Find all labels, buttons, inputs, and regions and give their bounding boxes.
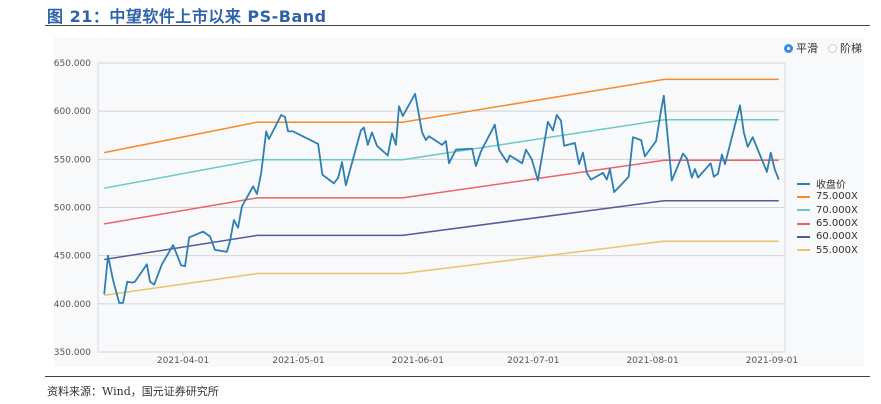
- legend-label: 收盘价: [816, 180, 846, 192]
- legend-swatch-icon: [797, 209, 810, 212]
- legend-label: 75.000X: [816, 191, 858, 203]
- y-tick-label: 350.000: [54, 348, 91, 358]
- legend-swatch-icon: [797, 235, 810, 238]
- legend-item[interactable]: 60.000X: [797, 230, 858, 243]
- bottom-divider: [45, 376, 870, 377]
- band-line-65000X: [104, 159, 779, 225]
- band-line-70000X: [104, 119, 779, 189]
- chart-legend: 收盘价 75.000X 70.000X 65.000X 60.000X 55.000X: [797, 177, 858, 257]
- x-tick-label: 2021-07-01: [507, 356, 559, 366]
- x-tick-label: 2021-06-01: [392, 356, 444, 366]
- top-divider: [45, 25, 870, 26]
- chart-title: 图 21：中望软件上市以来 PS-Band: [47, 7, 327, 26]
- radio-selected-icon: [784, 43, 793, 53]
- legend-swatch-icon: [797, 222, 810, 225]
- legend-item[interactable]: 70.000X: [797, 204, 858, 217]
- legend-label: 55.000X: [816, 244, 858, 256]
- legend-swatch-icon: [797, 195, 810, 198]
- legend-swatch-icon: [797, 182, 810, 185]
- step-label: 阶梯: [840, 42, 862, 55]
- y-tick-label: 450.000: [54, 252, 91, 262]
- x-tick-label: 2021-04-01: [157, 356, 209, 366]
- smooth-label: 平滑: [796, 42, 818, 55]
- x-tick-label: 2021-09-01: [746, 356, 798, 366]
- legend-label: 60.000X: [816, 231, 858, 243]
- band-line-60000X: [104, 200, 779, 261]
- legend-item[interactable]: 65.000X: [797, 217, 858, 230]
- y-tick-label: 400.000: [54, 300, 91, 310]
- chart-panel: [54, 37, 864, 367]
- x-tick-label: 2021-05-01: [272, 356, 324, 366]
- smooth-radio[interactable]: 平滑: [784, 40, 818, 56]
- y-tick-label: 650.000: [54, 59, 91, 69]
- y-tick-label: 550.000: [54, 155, 91, 165]
- legend-swatch-icon: [797, 249, 810, 252]
- band-line-55000X: [104, 240, 779, 296]
- legend-item[interactable]: 75.000X: [797, 190, 858, 203]
- radio-unselected-icon: [828, 43, 837, 53]
- legend-label: 65.000X: [816, 218, 858, 230]
- legend-label: 70.000X: [816, 204, 858, 216]
- close-price-line: [103, 92, 780, 304]
- y-tick-label: 600.000: [54, 107, 91, 117]
- y-tick-label: 500.000: [54, 204, 91, 214]
- x-tick-label: 2021-08-01: [626, 356, 678, 366]
- step-radio[interactable]: 阶梯: [828, 40, 862, 56]
- legend-item[interactable]: 收盘价: [797, 177, 858, 192]
- band-line-75000X: [104, 78, 779, 154]
- source-note: 资料来源：Wind，国元证券研究所: [47, 385, 219, 398]
- legend-item[interactable]: 55.000X: [797, 243, 858, 256]
